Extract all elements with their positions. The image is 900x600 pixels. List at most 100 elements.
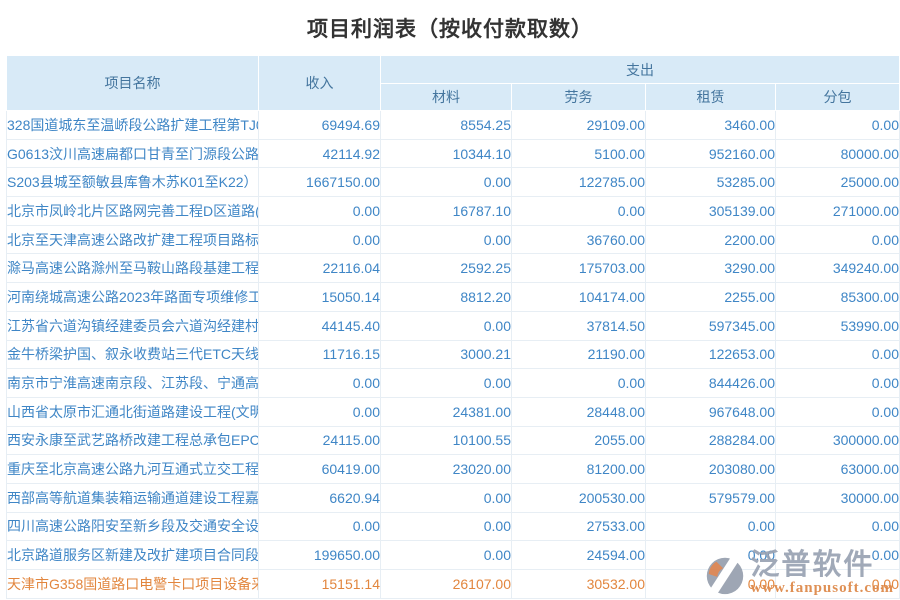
header-expense-group: 支出 [380,55,900,84]
rental-cell: 3460.00 [645,110,776,140]
material-cell: 0.00 [380,540,512,570]
subcontract-cell: 53990.00 [775,310,900,341]
subcontract-cell: 0.00 [775,368,900,398]
project-name-cell: 西安永康至武艺路桥改建工程总承包EPC( [6,425,259,456]
material-cell: 23020.00 [380,454,512,484]
table-row[interactable]: 重庆至北京高速公路九河互通式立交工程 60419.00 23020.00 812… [6,454,900,484]
income-cell: 6620.94 [258,482,381,513]
table-row[interactable]: 金牛桥梁护国、叙永收费站三代ETC天线更 11716.15 3000.21 21… [6,339,900,370]
rental-cell: 288284.00 [645,425,776,456]
income-cell: 0.00 [258,196,381,226]
income-cell: 24115.00 [258,425,381,456]
material-cell: 3000.21 [380,339,512,370]
rental-cell: 3290.00 [645,253,776,284]
material-cell: 2592.25 [380,253,512,284]
subcontract-cell: 0.00 [775,396,900,427]
subcontract-cell: 80000.00 [775,138,900,169]
labor-cell: 37814.50 [511,310,646,341]
table-row[interactable]: 北京路道服务区新建及改扩建项目合同段三 199650.00 0.00 24594… [6,540,900,570]
table-row[interactable]: 西安永康至武艺路桥改建工程总承包EPC( 24115.00 10100.55 2… [6,425,900,456]
project-name-cell: 四川高速公路阳安至新乡段及交通安全设施 [6,511,259,542]
rental-cell: 53285.00 [645,167,776,198]
project-name-cell: 滁马高速公路滁州至马鞍山路段基建工程(一 [6,253,259,284]
material-cell: 8554.25 [380,110,512,140]
table-row[interactable]: 天津市G358国道路口电警卡口项目设备采购 15151.14 26107.00 … [6,569,900,599]
rental-cell: 967648.00 [645,396,776,427]
subcontract-cell: 271000.00 [775,196,900,226]
table-row[interactable]: 滁马高速公路滁州至马鞍山路段基建工程(一 22116.04 2592.25 17… [6,253,900,284]
labor-cell: 28448.00 [511,396,646,427]
rental-cell: 844426.00 [645,368,776,398]
table-row[interactable]: 北京至天津高速公路改扩建工程项目路标段 0.00 0.00 36760.00 2… [6,224,900,255]
income-cell: 22116.04 [258,253,381,284]
project-name-cell: S203县城至额敏县库鲁木苏K01至K22）段 [6,167,259,198]
labor-cell: 2055.00 [511,425,646,456]
material-cell: 26107.00 [380,569,512,599]
table-row[interactable]: 山西省太原市汇通北街道路建设工程(文明 0.00 24381.00 28448.… [6,396,900,427]
income-cell: 42114.92 [258,138,381,169]
rental-cell: 122653.00 [645,339,776,370]
subcontract-cell: 63000.00 [775,454,900,484]
income-cell: 15151.14 [258,569,381,599]
material-cell: 16787.10 [380,196,512,226]
subcontract-cell: 300000.00 [775,425,900,456]
income-cell: 0.00 [258,511,381,542]
material-cell: 10344.10 [380,138,512,169]
income-cell: 0.00 [258,396,381,427]
header-labor: 劳务 [511,83,646,111]
table-row[interactable]: 北京市凤岭北片区路网完善工程D区道路(周 0.00 16787.10 0.00 … [6,196,900,226]
project-name-cell: 江苏省六道沟镇经建委员会六道沟经建村道 [6,310,259,341]
table-body: 328国道城东至温峤段公路扩建工程第TJ01 69494.69 8554.25 … [6,110,900,599]
project-name-cell: 金牛桥梁护国、叙永收费站三代ETC天线更 [6,339,259,370]
rental-cell: 597345.00 [645,310,776,341]
rental-cell: 2200.00 [645,224,776,255]
table-row[interactable]: 河南绕城高速公路2023年路面专项维修工程 15050.14 8812.20 1… [6,282,900,312]
rental-cell: 579579.00 [645,482,776,513]
subcontract-cell: 0.00 [775,569,900,599]
table-header: 项目名称 收入 支出 材料 劳务 租赁 分包 [6,55,900,111]
labor-cell: 24594.00 [511,540,646,570]
labor-cell: 122785.00 [511,167,646,198]
material-cell: 0.00 [380,167,512,198]
labor-cell: 29109.00 [511,110,646,140]
subcontract-cell: 30000.00 [775,482,900,513]
income-cell: 15050.14 [258,282,381,312]
labor-cell: 175703.00 [511,253,646,284]
project-name-cell: 北京市凤岭北片区路网完善工程D区道路(周 [6,196,259,226]
header-subcontract: 分包 [775,83,900,111]
material-cell: 8812.20 [380,282,512,312]
header-project-name: 项目名称 [6,55,259,111]
subcontract-cell: 0.00 [775,110,900,140]
labor-cell: 81200.00 [511,454,646,484]
income-cell: 199650.00 [258,540,381,570]
rental-cell: 0.00 [645,511,776,542]
table-row[interactable]: 四川高速公路阳安至新乡段及交通安全设施 0.00 0.00 27533.00 0… [6,511,900,542]
income-cell: 1667150.00 [258,167,381,198]
subcontract-cell: 349240.00 [775,253,900,284]
income-cell: 60419.00 [258,454,381,484]
rental-cell: 203080.00 [645,454,776,484]
profit-table: 项目名称 收入 支出 材料 劳务 租赁 分包 328国道城东至温峤段公路扩建工程… [6,55,900,599]
table-row[interactable]: 328国道城东至温峤段公路扩建工程第TJ01 69494.69 8554.25 … [6,110,900,140]
material-cell: 24381.00 [380,396,512,427]
header-material: 材料 [380,83,512,111]
material-cell: 0.00 [380,310,512,341]
labor-cell: 27533.00 [511,511,646,542]
project-name-cell: 重庆至北京高速公路九河互通式立交工程 [6,454,259,484]
header-rental: 租赁 [645,83,776,111]
project-name-cell: 南京市宁淮高速南京段、江苏段、宁通高速 [6,368,259,398]
labor-cell: 200530.00 [511,482,646,513]
table-row[interactable]: 西部高等航道集装箱运输通道建设工程嘉兴 6620.94 0.00 200530.… [6,482,900,513]
project-name-cell: 北京至天津高速公路改扩建工程项目路标段 [6,224,259,255]
table-row[interactable]: 南京市宁淮高速南京段、江苏段、宁通高速 0.00 0.00 0.00 84442… [6,368,900,398]
labor-cell: 104174.00 [511,282,646,312]
labor-cell: 0.00 [511,368,646,398]
subcontract-cell: 85300.00 [775,282,900,312]
table-row[interactable]: G0613汶川高速扁都口甘青至门源段公路工程 42114.92 10344.10… [6,138,900,169]
income-cell: 0.00 [258,224,381,255]
material-cell: 0.00 [380,368,512,398]
table-row[interactable]: S203县城至额敏县库鲁木苏K01至K22）段 1667150.00 0.00 … [6,167,900,198]
table-row[interactable]: 江苏省六道沟镇经建委员会六道沟经建村道 44145.40 0.00 37814.… [6,310,900,341]
page-title: 项目利润表（按收付款取数） [307,17,593,41]
labor-cell: 21190.00 [511,339,646,370]
